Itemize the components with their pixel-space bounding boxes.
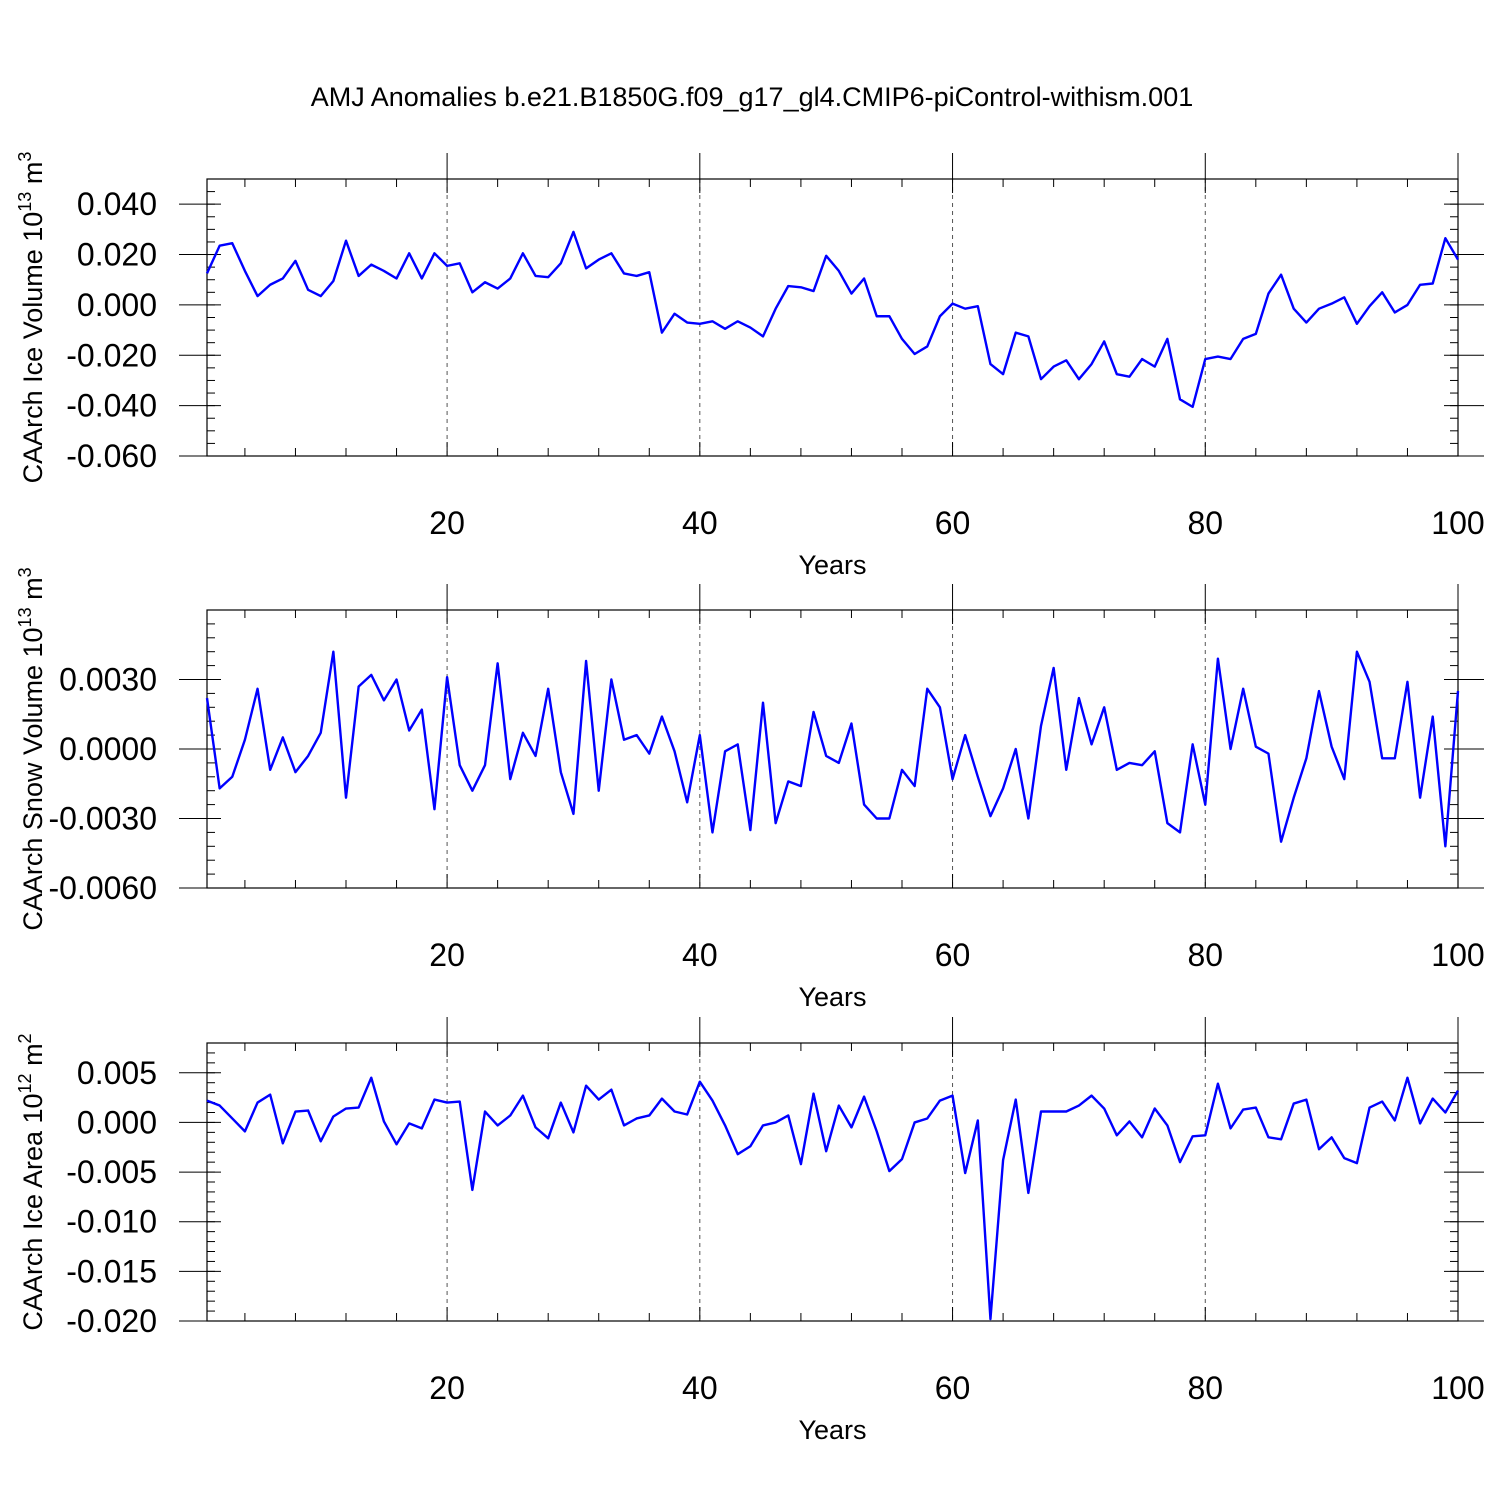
y-tick-label: -0.060	[66, 438, 157, 474]
plot-frame	[206, 178, 1459, 457]
chart-title: AMJ Anomalies b.e21.B1850G.f09_g17_gl4.C…	[311, 82, 1193, 112]
y-axis-label: CAArch Ice Area 1012 m2	[15, 1033, 48, 1330]
y-axis-label: CAArch Snow Volume 1013 m3	[15, 567, 48, 930]
y-tick-label: -0.0030	[48, 801, 157, 837]
panel-ice-area: -0.020 -0.015 -0.010 -0.005 0.000 0.005 20 40 60…	[15, 1017, 1485, 1445]
series-line	[205, 230, 1460, 409]
x-tick-label: 40	[682, 505, 718, 541]
x-tick-label: 20	[429, 1370, 465, 1406]
x-tick-label: 20	[429, 505, 465, 541]
y-tick-label: -0.015	[66, 1253, 157, 1289]
panel-snow-volume: -0.0060 -0.0030 0.0000 0.0030 20 40 60 80 100 Yea…	[15, 567, 1485, 1012]
x-tick-label: 100	[1431, 937, 1484, 973]
x-tick-label: 80	[1187, 1370, 1223, 1406]
plot-frame	[206, 1042, 1459, 1322]
y-tick-label: -0.005	[66, 1154, 157, 1190]
y-tick-label: -0.0060	[48, 870, 157, 906]
x-tick-label: 40	[682, 937, 718, 973]
y-tick-label: 0.020	[77, 237, 157, 273]
y-tick-label: 0.000	[77, 1104, 157, 1140]
y-tick-label: 0.005	[77, 1055, 157, 1091]
x-tick-label: 80	[1187, 505, 1223, 541]
y-tick-label: 0.0000	[59, 731, 157, 767]
x-tick-label: 100	[1431, 505, 1484, 541]
x-tick-label: 100	[1431, 1370, 1484, 1406]
y-axis-label: CAArch Ice Volume 1013 m3	[15, 152, 48, 484]
x-tick-label: 60	[935, 937, 971, 973]
y-tick-label: -0.020	[66, 337, 157, 373]
plot-frame	[206, 609, 1459, 889]
series-line	[206, 1076, 1460, 1321]
x-tick-label: 40	[682, 1370, 718, 1406]
y-tick-label: -0.010	[66, 1204, 157, 1240]
panel-ice-volume: -0.060 -0.040 -0.020 0.000 0.020 0.040 20 40 60 8…	[15, 152, 1485, 580]
x-tick-label: 80	[1187, 937, 1223, 973]
x-tick-label: 20	[429, 937, 465, 973]
x-axis-label: Years	[798, 1415, 866, 1445]
y-tick-label: 0.0030	[59, 662, 157, 698]
x-tick-label: 60	[935, 505, 971, 541]
x-axis-label: Years	[798, 982, 866, 1012]
series-line	[205, 650, 1460, 848]
x-axis-label: Years	[798, 550, 866, 580]
y-tick-label: -0.040	[66, 388, 157, 424]
y-tick-label: 0.000	[77, 287, 157, 323]
y-tick-label: -0.020	[66, 1303, 157, 1339]
x-tick-label: 60	[935, 1370, 971, 1406]
y-tick-label: 0.040	[77, 186, 157, 222]
